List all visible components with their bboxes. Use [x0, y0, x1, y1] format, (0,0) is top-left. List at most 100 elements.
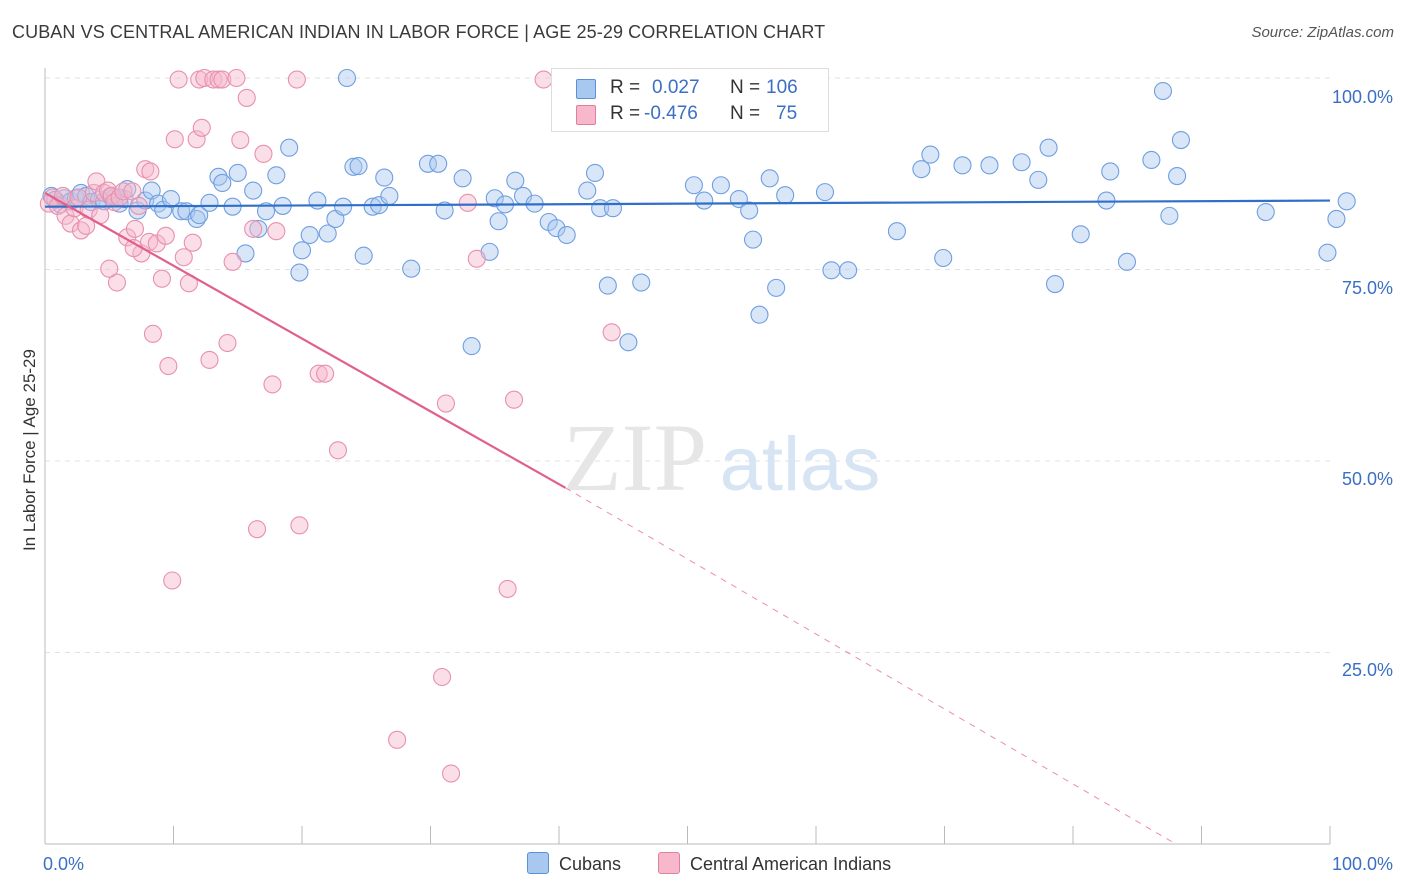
cubans-point: [815, 183, 835, 202]
cubans-point: [161, 189, 180, 209]
cubans-point: [402, 259, 421, 278]
cubans-point: [1071, 225, 1090, 244]
tick-labels: 100.0% 75.0% 50.0% 25.0% 0.0% 100.0%: [43, 87, 1393, 874]
cubans-point: [980, 156, 999, 175]
legend-n-label: N =: [730, 103, 761, 124]
legend-swatch: [527, 852, 549, 874]
axes: [44, 68, 1331, 845]
cubans-point: [236, 244, 255, 263]
central-american-indians-point: [159, 356, 178, 376]
legend-r-value: -0.476: [644, 103, 698, 124]
cubans-point: [619, 333, 638, 352]
y-tick-label: 25.0%: [1342, 660, 1393, 680]
central-american-indians-point: [61, 214, 80, 233]
watermark: ZIP atlas: [563, 404, 880, 511]
legend-swatch-cubans: [576, 79, 596, 99]
cubans-point: [256, 202, 276, 221]
cubans-point: [453, 169, 472, 188]
central-american-indians-point: [183, 233, 202, 252]
watermark-atlas: atlas: [720, 422, 881, 507]
cubans-point: [822, 261, 841, 280]
y-tick-label: 100.0%: [1332, 87, 1393, 107]
cubans-point: [1318, 243, 1337, 262]
cubans-point: [684, 176, 703, 195]
central-american-indians-point: [467, 249, 486, 268]
cubans-point: [429, 154, 448, 173]
cubans-point: [632, 273, 651, 292]
central-american-indians-point: [263, 375, 282, 394]
source-label: Source: ZipAtlas.com: [1251, 24, 1394, 41]
cubans-point: [249, 219, 268, 238]
cubans-point: [921, 145, 940, 164]
legend-n-value: 75: [776, 103, 798, 124]
cubans-point: [337, 68, 357, 88]
cubans-point: [1256, 203, 1275, 222]
legend-r-value: 0.027: [652, 77, 700, 98]
cubans-point: [267, 166, 286, 185]
legend-item-cubans: Cubans: [527, 852, 621, 876]
y-tick-label: 50.0%: [1342, 469, 1393, 489]
central-american-indians-point: [84, 183, 103, 202]
cubans-point: [228, 163, 247, 183]
cubans-point: [375, 168, 394, 187]
central-american-indians-point: [169, 70, 188, 89]
central-american-indians-trend-extension: [565, 487, 1177, 845]
central-american-indians-point: [388, 730, 407, 749]
cubans-point: [578, 181, 597, 200]
cubans-point: [418, 154, 437, 173]
x-tick-label: 0.0%: [43, 854, 84, 874]
cubans-point: [740, 201, 759, 220]
central-american-indians-point: [187, 130, 206, 149]
cubans-point: [598, 276, 617, 295]
central-american-indians-point: [200, 350, 219, 369]
cubans-point: [547, 219, 566, 238]
central-american-indians-point: [290, 516, 309, 535]
legend-r-label: R =: [610, 77, 641, 98]
cubans-point: [743, 230, 763, 249]
cubans-point: [1171, 130, 1190, 150]
central-american-indians-point: [218, 333, 237, 353]
cubans-point: [750, 305, 769, 324]
central-american-indians-point: [231, 130, 250, 150]
central-american-indians-point: [247, 520, 267, 539]
central-american-indians-point: [254, 144, 273, 163]
central-american-indians-point: [100, 259, 119, 278]
cubans-point: [1142, 150, 1161, 170]
central-american-indians-point: [141, 162, 160, 181]
legend-label: Cubans: [559, 854, 622, 874]
central-american-indians-point: [140, 232, 159, 251]
central-american-indians-point: [267, 222, 286, 241]
central-american-indians-point: [192, 118, 211, 137]
cubans-point: [380, 186, 399, 206]
cubans-point: [290, 263, 309, 282]
cubans-point: [912, 160, 931, 179]
central-american-indians-point: [223, 252, 242, 271]
legend-n-value: 106: [766, 77, 798, 98]
cubans-point: [213, 173, 232, 192]
central-american-indians-point: [244, 219, 263, 238]
cubans-point: [363, 197, 382, 216]
cubans-point: [760, 169, 779, 188]
cubans-trend-line: [44, 199, 1331, 208]
cubans-point: [711, 176, 730, 195]
legend-label: Central American Indians: [690, 854, 892, 874]
central-american-indians-point: [458, 193, 477, 212]
cubans-point: [1337, 192, 1356, 211]
central-american-indians-point: [328, 441, 348, 460]
cubans-point: [767, 278, 786, 297]
central-american-indians-point: [165, 130, 184, 149]
central-american-indians-point: [195, 68, 214, 88]
cubans-point: [603, 199, 623, 218]
central-american-indians-point: [504, 390, 524, 409]
cubans-point: [435, 201, 454, 220]
central-american-indians-point: [602, 323, 621, 342]
cubans-point: [585, 163, 605, 183]
legend-r-label: R =: [610, 103, 641, 124]
cubans-point: [354, 246, 373, 265]
cubans-point: [244, 181, 263, 200]
cubans-point: [292, 241, 312, 260]
central-american-indians-point: [174, 248, 193, 267]
central-american-indians-point: [433, 667, 452, 687]
watermark-zip: ZIP: [563, 404, 707, 511]
